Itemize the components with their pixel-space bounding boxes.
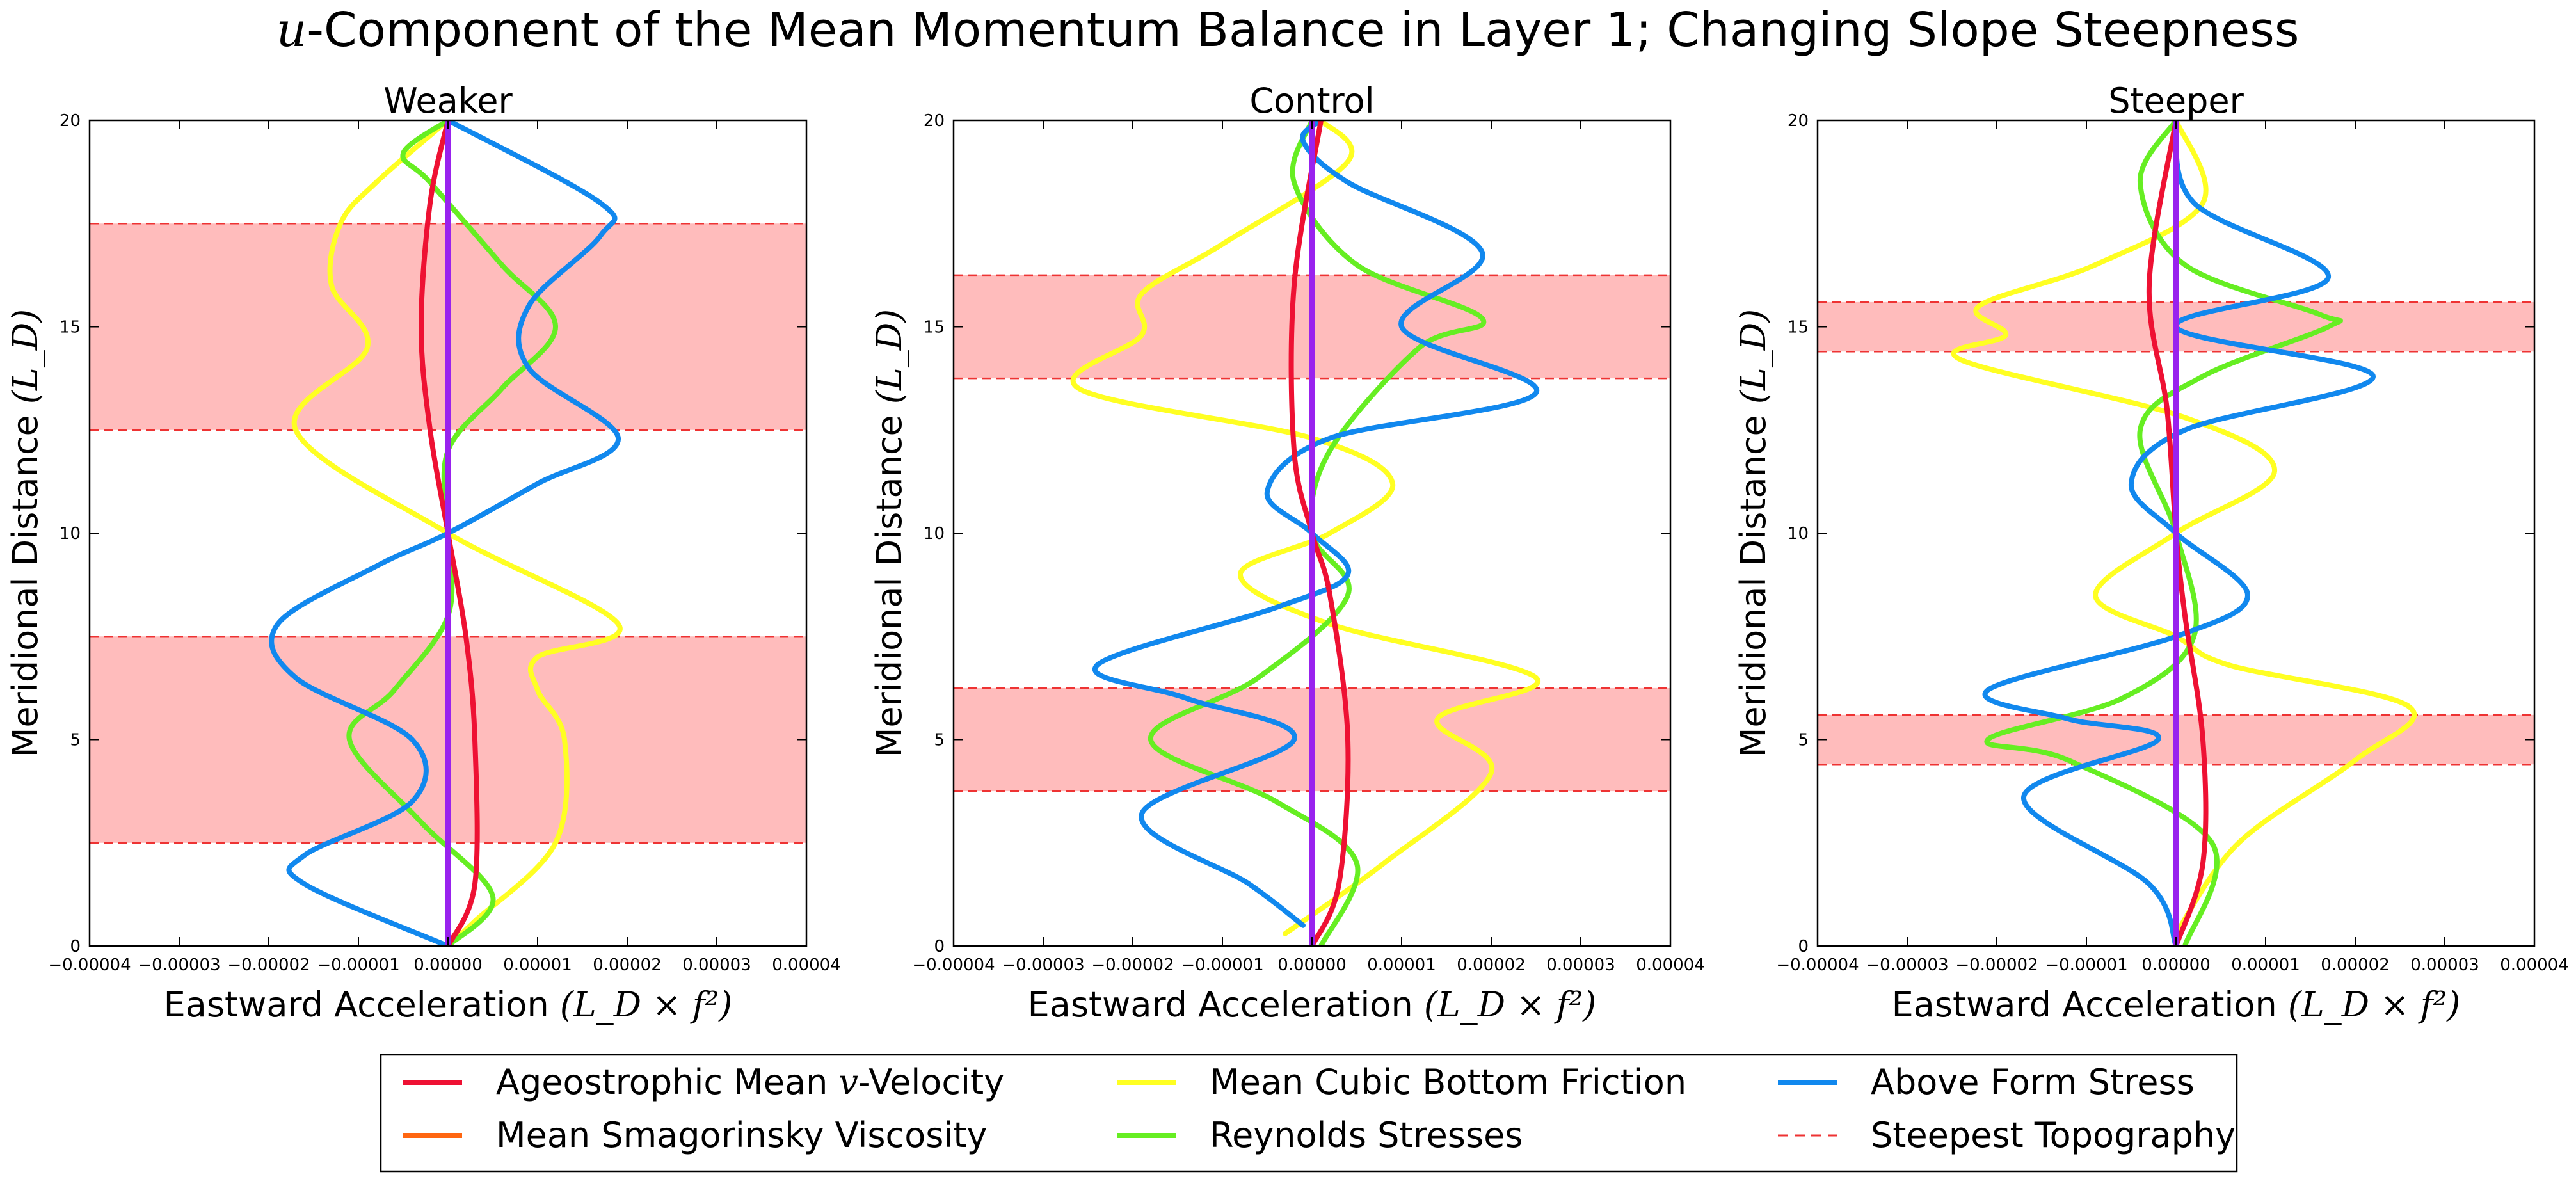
y-tick-label: 5 — [1798, 731, 1809, 750]
y-tick-label: 15 — [1788, 318, 1809, 337]
y-tick-label: 10 — [60, 524, 81, 543]
x-tick-label: −0.00001 — [1181, 956, 1263, 975]
legend-label: Reynolds Stresses — [1210, 1115, 1523, 1155]
x-tick-label: −0.00001 — [317, 956, 399, 975]
series-line-form — [1092, 120, 1540, 928]
y-tick-label: 15 — [924, 318, 945, 337]
x-tick-label: −0.00002 — [1955, 956, 2038, 975]
x-tick-label: −0.00002 — [227, 956, 310, 975]
legend-entry-ageo: Ageostrophic Mean v-Velocity — [403, 1062, 1004, 1102]
legend-box — [380, 1054, 2238, 1173]
chart-panels: −0.00004 −0.00003 −0.00002 −0.00001 0.00000 0… — [5, 81, 2569, 1025]
x-axis-label-units: (L_D × f²) — [1424, 984, 1597, 1025]
x-tick-label: −0.00002 — [1091, 956, 1174, 975]
series-group — [1070, 120, 1541, 946]
legend-entry-reyn: Reynolds Stresses — [1117, 1115, 1523, 1155]
series-line-form — [269, 120, 621, 946]
x-tick-label: −0.00004 — [1776, 956, 1859, 975]
x-axis-label: Eastward Acceleration (L_D × f²) — [1028, 984, 1597, 1025]
legend-label: Above Form Stress — [1871, 1062, 2195, 1102]
series-group — [1951, 120, 2417, 946]
series-line-fric — [1951, 120, 2417, 936]
y-tick-label: 20 — [924, 111, 945, 131]
x-tick-label: −0.00004 — [912, 956, 995, 975]
legend-label: Steepest Topography — [1871, 1115, 2236, 1155]
x-tick-label: 0.00001 — [503, 956, 572, 975]
x-axis-label-text: Eastward Acceleration — [164, 984, 560, 1025]
y-tick-label: 0 — [70, 937, 81, 956]
legend: Ageostrophic Mean v-Velocity Mean Smagori… — [380, 1054, 2238, 1173]
y-tick-label: 20 — [1788, 111, 1809, 131]
x-tick-label: 0.00002 — [2321, 956, 2390, 975]
x-tick-label: 0.00001 — [1367, 956, 1436, 975]
series-line-ageo — [1288, 120, 1351, 946]
chart-panel-steeper: −0.00004 −0.00003 −0.00002 −0.00001 0.00000 0… — [1733, 81, 2569, 1025]
x-tick-label: −0.00004 — [48, 956, 131, 975]
chart-panel-weaker: −0.00004 −0.00003 −0.00002 −0.00001 0.00000 0… — [5, 81, 841, 1025]
panel-title: Steeper — [2108, 81, 2244, 121]
y-tick-label: 5 — [934, 731, 945, 750]
y-tick-label: 5 — [70, 731, 81, 750]
y-axis-label: Meridional Distance (L_D) — [5, 309, 45, 757]
x-tick-label: 0.00000 — [1277, 956, 1347, 975]
series-line-reyn — [1984, 120, 2343, 946]
legend-label: Mean Cubic Bottom Friction — [1210, 1062, 1686, 1102]
x-tick-label: 0.00002 — [1457, 956, 1526, 975]
legend-label: Mean Smagorinsky Viscosity — [496, 1115, 988, 1155]
panel-title: Weaker — [383, 81, 513, 121]
legend-entry-fric: Mean Cubic Bottom Friction — [1117, 1062, 1686, 1102]
x-tick-label: 0.00003 — [1546, 956, 1615, 975]
y-tick-label: 0 — [1798, 937, 1809, 956]
x-tick-label: −0.00003 — [138, 956, 220, 975]
x-tick-label: 0.00003 — [682, 956, 751, 975]
chart-panel-control: −0.00004 −0.00003 −0.00002 −0.00001 0.00000 0… — [869, 81, 1705, 1025]
figure-title: u-Component of the Mean Momentum Balance… — [276, 3, 2300, 58]
x-axis-label-text: Eastward Acceleration — [1028, 984, 1424, 1025]
series-line-reyn — [1148, 120, 1487, 946]
series-line-form — [1982, 120, 2376, 946]
x-axis-label-text: Eastward Acceleration — [1892, 984, 2288, 1025]
figure-title-variable: u — [276, 3, 307, 58]
x-tick-label: 0.00000 — [413, 956, 483, 975]
x-tick-label: 0.00002 — [593, 956, 662, 975]
x-axis-label-units: (L_D × f²) — [560, 984, 733, 1025]
legend-entry-topo: Steepest Topography — [1778, 1115, 2236, 1155]
x-tick-label: 0.00001 — [2231, 956, 2300, 975]
x-axis-label-units: (L_D × f²) — [2288, 984, 2461, 1025]
x-tick-label: 0.00003 — [2410, 956, 2479, 975]
y-tick-label: 0 — [934, 937, 945, 956]
y-axis-label-text: Meridional Distance — [1733, 404, 1773, 757]
y-axis-label: Meridional Distance (L_D) — [869, 309, 909, 757]
y-tick-label: 10 — [924, 524, 945, 543]
figure-title-text: -Component of the Mean Momentum Balance … — [307, 3, 2299, 58]
y-axis-label: Meridional Distance (L_D) — [1733, 309, 1773, 757]
y-tick-label: 10 — [1788, 524, 1809, 543]
y-axis-label-units: (L_D) — [5, 309, 45, 404]
x-tick-label: 0.00004 — [2500, 956, 2569, 975]
y-tick-label: 20 — [60, 111, 81, 131]
x-tick-label: 0.00000 — [2141, 956, 2211, 975]
y-axis-label-units: (L_D) — [1733, 309, 1773, 404]
y-axis-label-text: Meridional Distance — [5, 404, 45, 757]
legend-label: Ageostrophic Mean v-Velocity — [496, 1062, 1004, 1102]
legend-entry-form: Above Form Stress — [1778, 1062, 2195, 1102]
x-tick-label: 0.00004 — [772, 956, 841, 975]
x-tick-label: −0.00003 — [1866, 956, 1948, 975]
x-tick-label: −0.00001 — [2045, 956, 2127, 975]
series-group — [269, 120, 623, 946]
x-tick-label: 0.00004 — [1636, 956, 1705, 975]
x-tick-label: −0.00003 — [1002, 956, 1084, 975]
x-axis-label: Eastward Acceleration (L_D × f²) — [164, 984, 733, 1025]
series-line-fric — [291, 120, 623, 946]
y-axis-label-text: Meridional Distance — [869, 404, 909, 757]
x-axis-label: Eastward Acceleration (L_D × f²) — [1892, 984, 2461, 1025]
y-axis-label-units: (L_D) — [869, 309, 909, 404]
legend-entry-smag: Mean Smagorinsky Viscosity — [403, 1115, 988, 1155]
panel-title: Control — [1249, 81, 1374, 121]
series-line-fric — [1070, 120, 1541, 936]
y-tick-label: 15 — [60, 318, 81, 337]
